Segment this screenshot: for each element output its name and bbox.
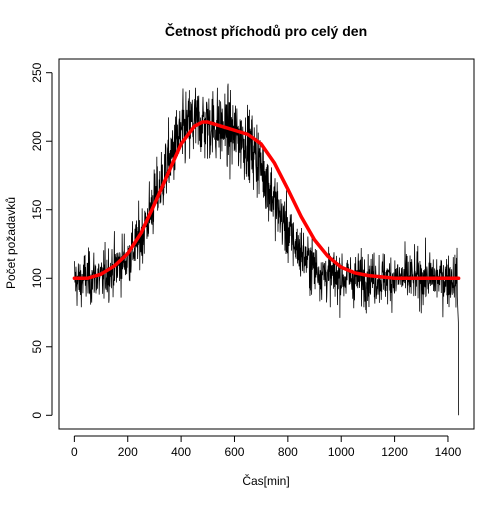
y-tick-label: 100 [30, 268, 44, 288]
smooth-series-line [72, 120, 461, 281]
x-axis-label: Čas[min] [242, 473, 289, 488]
x-tick-label: 600 [224, 445, 244, 459]
y-axis-label: Počet požadavků [4, 197, 18, 289]
x-tick-label: 1000 [328, 445, 355, 459]
x-tick-label: 1200 [381, 445, 408, 459]
y-tick-label: 250 [30, 62, 44, 82]
x-tick-label: 200 [118, 445, 138, 459]
y-tick-label: 0 [30, 412, 44, 419]
y-tick-label: 200 [30, 131, 44, 151]
plot-frame [58, 58, 475, 430]
y-tick-label: 50 [30, 340, 44, 354]
chart-title: Četnost příchodů pro celý den [165, 22, 367, 39]
plot-area: 0 200 400 600 800 1000 1200 1400 0 50 100 150 200 250 [30, 58, 475, 459]
y-tick-label: 150 [30, 199, 44, 219]
x-tick-label: 400 [171, 445, 191, 459]
x-tick-label: 0 [71, 445, 78, 459]
x-tick-label: 1400 [435, 445, 462, 459]
x-tick-label: 800 [278, 445, 298, 459]
